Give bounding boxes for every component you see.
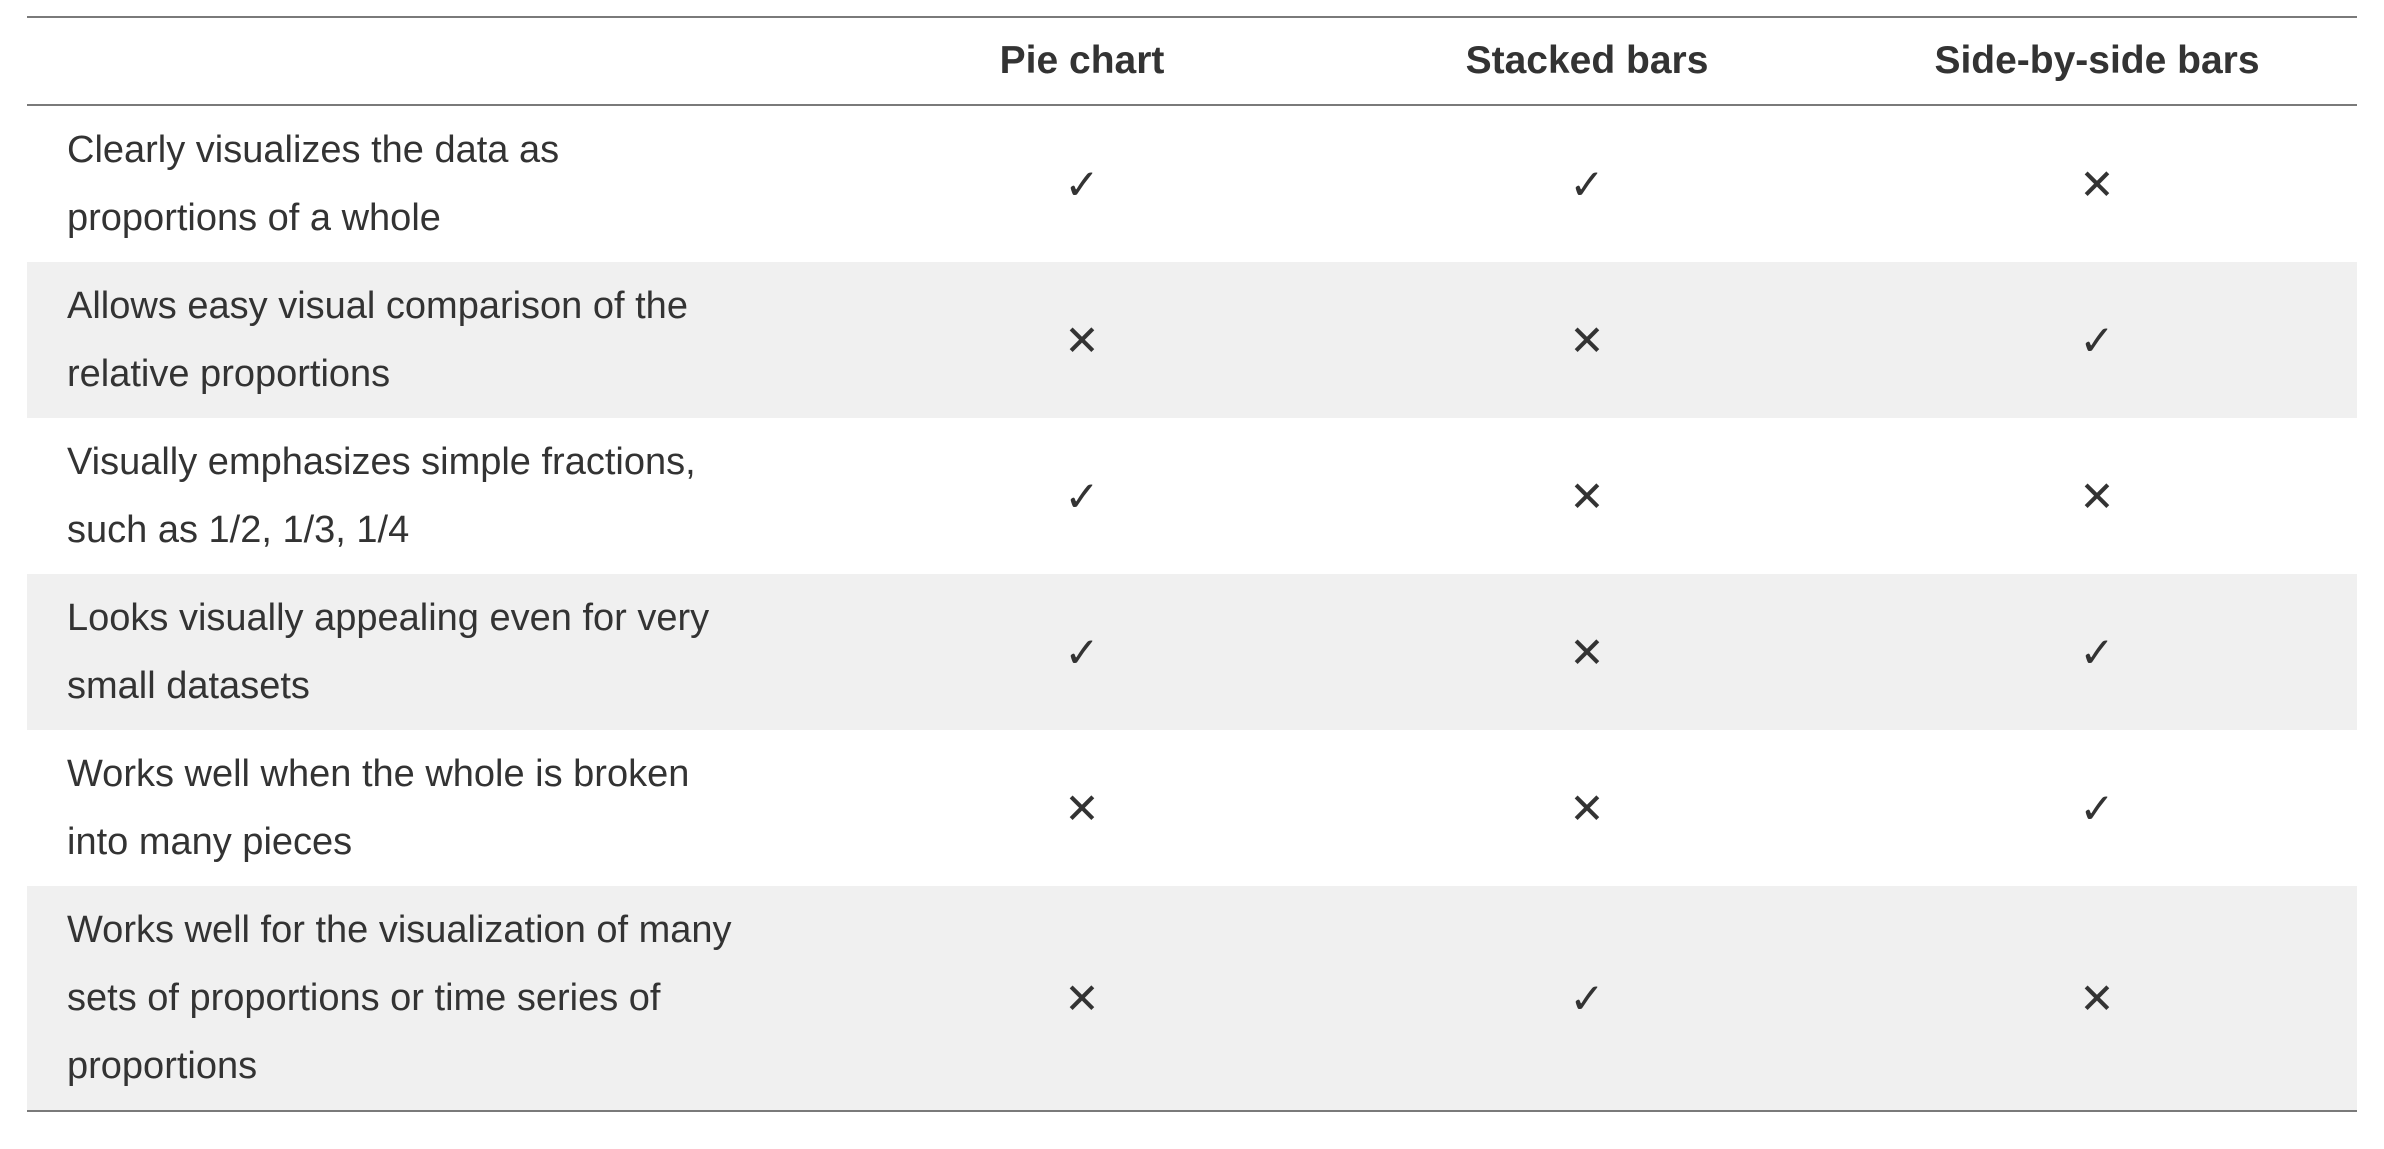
table-header-row: Pie chart Stacked bars Side-by-side bars bbox=[27, 17, 2357, 105]
row-label: Visually emphasizes simple fractions, suc… bbox=[67, 441, 696, 551]
table-row: Allows easy visual comparison of the rela… bbox=[27, 262, 2357, 418]
header-stacked-bars: Stacked bars bbox=[1465, 39, 1709, 82]
header-criteria bbox=[27, 17, 827, 105]
mark-stacked-bars: ✕ bbox=[1569, 471, 1605, 521]
mark-pie-chart: ✓ bbox=[1064, 159, 1100, 209]
table-row: Works well when the whole is broken into … bbox=[27, 730, 2357, 886]
mark-side-by-side-bars: ✓ bbox=[2079, 627, 2115, 677]
mark-side-by-side-bars: ✕ bbox=[2079, 471, 2115, 521]
mark-pie-chart: ✕ bbox=[1064, 973, 1100, 1023]
mark-stacked-bars: ✓ bbox=[1569, 159, 1605, 209]
mark-pie-chart: ✓ bbox=[1064, 627, 1100, 677]
row-label: Allows easy visual comparison of the rela… bbox=[67, 285, 688, 395]
table-row: Works well for the visualization of many… bbox=[27, 886, 2357, 1111]
row-label: Looks visually appealing even for very sm… bbox=[67, 597, 710, 707]
header-side-by-side-bars: Side-by-side bars bbox=[1934, 39, 2260, 82]
mark-stacked-bars: ✕ bbox=[1569, 315, 1605, 365]
mark-side-by-side-bars: ✕ bbox=[2079, 159, 2115, 209]
table-row: Clearly visualizes the data as proportion… bbox=[27, 105, 2357, 262]
mark-pie-chart: ✓ bbox=[1064, 471, 1100, 521]
row-label: Works well when the whole is broken into … bbox=[67, 753, 690, 863]
comparison-table-container: Pie chart Stacked bars Side-by-side bars… bbox=[27, 16, 2357, 1112]
mark-stacked-bars: ✓ bbox=[1569, 973, 1605, 1023]
mark-stacked-bars: ✕ bbox=[1569, 627, 1605, 677]
table-row: Visually emphasizes simple fractions, suc… bbox=[27, 418, 2357, 574]
mark-pie-chart: ✕ bbox=[1064, 783, 1100, 833]
mark-side-by-side-bars: ✓ bbox=[2079, 315, 2115, 365]
comparison-table: Pie chart Stacked bars Side-by-side bars… bbox=[27, 16, 2357, 1112]
mark-side-by-side-bars: ✓ bbox=[2079, 783, 2115, 833]
mark-side-by-side-bars: ✕ bbox=[2079, 973, 2115, 1023]
header-pie-chart: Pie chart bbox=[999, 39, 1165, 82]
mark-stacked-bars: ✕ bbox=[1569, 783, 1605, 833]
table-row: Looks visually appealing even for very sm… bbox=[27, 574, 2357, 730]
mark-pie-chart: ✕ bbox=[1064, 315, 1100, 365]
row-label: Clearly visualizes the data as proportion… bbox=[67, 129, 560, 239]
row-label: Works well for the visualization of many… bbox=[67, 909, 732, 1087]
